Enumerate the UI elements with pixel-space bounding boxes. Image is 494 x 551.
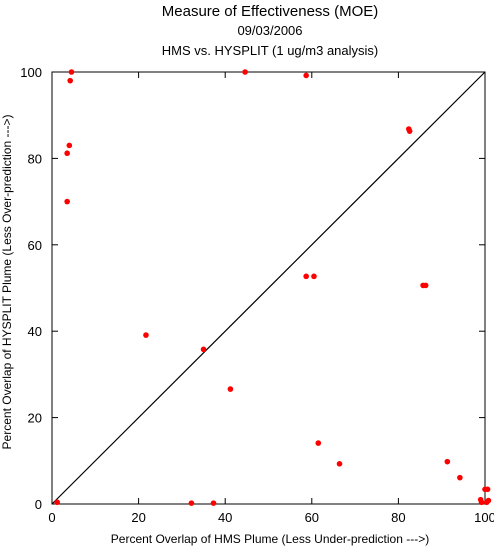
- data-point: [242, 69, 248, 75]
- data-point: [485, 497, 492, 504]
- y-axis-label: Percent Overlap of HYSPLIT Plume (Less O…: [0, 115, 14, 450]
- data-point: [457, 474, 463, 481]
- data-point: [64, 150, 70, 157]
- data-point: [66, 142, 73, 149]
- data-points: [54, 69, 492, 506]
- data-point: [303, 273, 309, 280]
- x-tick-label: 80: [391, 510, 405, 525]
- data-point: [484, 486, 491, 493]
- y-tick-label: 0: [35, 497, 42, 512]
- data-point: [406, 128, 413, 134]
- y-tick-label: 20: [28, 411, 42, 426]
- data-point: [188, 500, 195, 506]
- chart-subtitle-date: 09/03/2006: [237, 23, 302, 38]
- x-tick-label: 40: [218, 510, 232, 525]
- data-point: [478, 499, 485, 506]
- data-point: [311, 273, 317, 280]
- y-tick-label: 80: [28, 151, 42, 166]
- data-point: [64, 198, 70, 205]
- chart-subtitle-analysis: HMS vs. HYSPLIT (1 ug/m3 analysis): [162, 43, 379, 58]
- x-tick-label: 60: [305, 510, 319, 525]
- data-point: [143, 332, 149, 338]
- data-point: [444, 458, 451, 465]
- data-point: [315, 440, 322, 446]
- x-tick-label: 100: [474, 510, 494, 525]
- data-point: [422, 282, 429, 289]
- y-tick-label: 100: [20, 65, 42, 80]
- data-point: [67, 77, 73, 84]
- data-point: [303, 72, 309, 79]
- data-point: [210, 500, 217, 506]
- x-tick-label: 0: [48, 510, 55, 525]
- plot-area: 0 20 40 60 80 100 0 20 40 60 80 100: [20, 65, 494, 525]
- chart-title: Measure of Effectiveness (MOE): [162, 3, 378, 20]
- y-tick-label: 60: [28, 238, 42, 253]
- reference-diagonal-line: [51, 71, 486, 505]
- x-axis-ticks: 0 20 40 60 80 100: [48, 72, 494, 525]
- x-tick-label: 20: [131, 510, 145, 525]
- data-point: [336, 461, 343, 467]
- data-point: [68, 69, 75, 75]
- y-tick-label: 40: [28, 324, 42, 339]
- x-axis-label: Percent Overlap of HMS Plume (Less Under…: [111, 532, 429, 546]
- data-point: [54, 499, 60, 506]
- y-axis-ticks: 0 20 40 60 80 100: [20, 65, 485, 512]
- data-point: [200, 346, 207, 353]
- data-point: [227, 386, 234, 392]
- plot-frame: [51, 71, 486, 505]
